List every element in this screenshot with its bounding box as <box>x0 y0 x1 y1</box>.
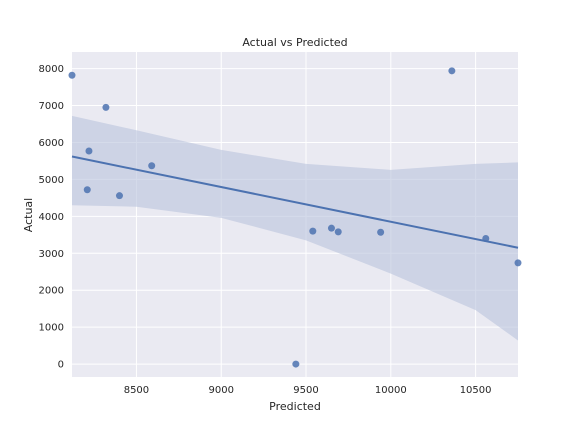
x-tick-label: 10000 <box>375 385 407 396</box>
data-point <box>377 228 385 236</box>
y-tick-label: 6000 <box>39 138 64 149</box>
data-point <box>148 162 156 170</box>
data-point <box>514 259 522 267</box>
x-axis-title: Predicted <box>269 400 321 413</box>
data-point <box>68 71 76 79</box>
y-tick-label: 2000 <box>39 286 64 297</box>
data-point <box>482 235 490 243</box>
data-point <box>115 192 123 200</box>
chart-title: Actual vs Predicted <box>242 36 347 49</box>
data-point <box>85 147 93 155</box>
regression-line <box>71 155 519 249</box>
x-tick-label: 9500 <box>293 385 318 396</box>
y-tick-label: 1000 <box>39 323 64 334</box>
data-points <box>68 67 522 368</box>
x-tick-label: 8500 <box>124 385 149 396</box>
y-tick-label: 0 <box>58 360 64 371</box>
x-tick-label: 9000 <box>209 385 234 396</box>
data-point <box>83 186 91 194</box>
y-tick-label: 4000 <box>39 212 64 223</box>
data-point <box>102 103 110 111</box>
data-point <box>327 224 335 232</box>
y-tick-label: 3000 <box>39 249 64 260</box>
y-tick-label: 7000 <box>39 101 64 112</box>
data-point <box>292 360 300 368</box>
data-point <box>448 67 456 75</box>
confidence-band <box>72 115 518 341</box>
data-point <box>334 228 342 236</box>
y-tick-label: 8000 <box>39 64 64 75</box>
y-tick-label: 5000 <box>39 175 64 186</box>
x-axis-ticks: 8500 9000 9500 10000 10500 <box>124 385 492 396</box>
y-axis-ticks: 0 1000 2000 3000 4000 5000 6000 7000 8000 <box>39 64 64 370</box>
y-axis-title: Actual <box>22 198 35 232</box>
data-point <box>309 227 317 235</box>
x-tick-label: 10500 <box>460 385 492 396</box>
